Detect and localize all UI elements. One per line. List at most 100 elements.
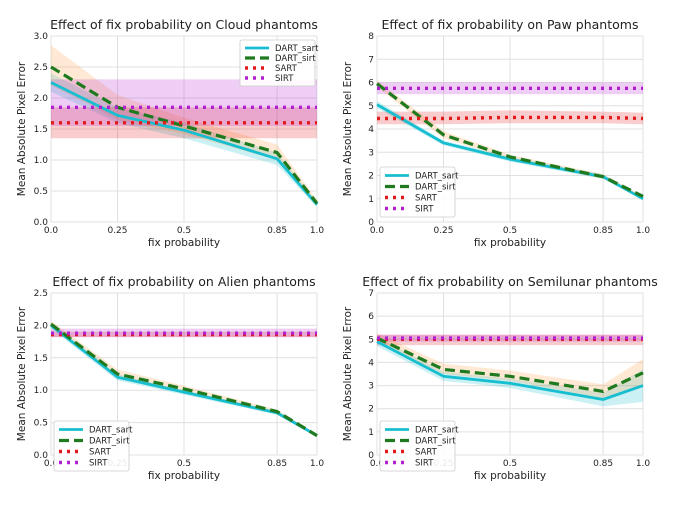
y-tick-label: 3.0 — [34, 32, 49, 42]
x-tick-label: 0.85 — [267, 226, 287, 236]
chart-panel-3: 0.00.250.50.851.00.00.51.01.52.02.5Effec… — [16, 274, 324, 482]
legend-label: SART — [415, 448, 438, 458]
legend-label: SIRT — [415, 205, 434, 215]
legend-label: SIRT — [89, 459, 108, 469]
x-axis-label: fix probability — [474, 470, 546, 482]
x-tick-label: 1.0 — [636, 459, 651, 469]
y-tick-label: 0 — [368, 218, 374, 228]
y-tick-label: 4 — [368, 125, 374, 135]
chart-title: Effect of fix probability on Alien phant… — [52, 274, 315, 289]
y-tick-label: 2.0 — [34, 321, 49, 331]
y-tick-label: 1.5 — [34, 125, 48, 135]
y-tick-label: 2.5 — [34, 289, 48, 299]
series-line-dart-sart — [50, 81, 319, 206]
band-dart-sirt — [51, 45, 317, 206]
x-tick-label: 0.85 — [267, 459, 287, 469]
y-tick-label: 3 — [368, 148, 374, 158]
y-axis-label: Mean Absolute Pixel Error — [16, 61, 28, 196]
x-axis-label: fix probability — [148, 470, 220, 482]
y-tick-label: 7 — [368, 55, 374, 65]
legend-label: SART — [275, 64, 298, 74]
y-tick-label: 0.5 — [34, 187, 48, 197]
y-tick-label: 2.0 — [34, 94, 49, 104]
y-tick-label: 0.0 — [34, 218, 49, 228]
band-dart-sart — [377, 337, 643, 407]
y-tick-label: 8 — [368, 32, 374, 42]
y-tick-label: 1.0 — [34, 386, 49, 396]
y-tick-label: 1.5 — [34, 354, 48, 364]
y-tick-label: 5 — [368, 102, 374, 112]
chart-title: Effect of fix probability on Semilunar p… — [362, 274, 657, 289]
legend-box — [53, 420, 130, 472]
legend-label: DART_sart — [275, 44, 319, 54]
x-tick-label: 0.0 — [44, 459, 59, 469]
x-tick-label: 1.0 — [636, 226, 651, 236]
x-tick-label: 0.5 — [503, 459, 517, 469]
legend-label: SIRT — [275, 74, 294, 84]
legend-box — [239, 39, 316, 87]
y-tick-label: 6 — [368, 312, 374, 322]
x-tick-label: 0.85 — [593, 226, 613, 236]
chart-panel-1: 0.0 0.25 0.5 0.85 1.0 0.0 0.5 1.0 1.5 2.0 2.5 3.0Ef… — [16, 17, 324, 249]
y-axis-label: Mean Absolute Pixel Error — [342, 306, 354, 441]
y-tick-label: 6 — [368, 79, 374, 89]
series-line-dart-sirt — [50, 65, 319, 205]
legend-label: SART — [415, 194, 438, 204]
legend-label: DART_sirt — [415, 183, 456, 193]
y-tick-label: 0.5 — [34, 419, 48, 429]
band-sirt — [377, 82, 643, 95]
y-tick-label: 1 — [368, 428, 374, 438]
y-tick-label: 4 — [368, 358, 374, 368]
legend-label: DART_sirt — [89, 437, 130, 447]
y-tick-label: 2 — [368, 172, 374, 182]
x-tick-label: 0.5 — [177, 459, 191, 469]
band-sart — [377, 110, 643, 125]
y-axis-label: Mean Absolute Pixel Error — [16, 306, 28, 441]
legend-label: DART_sirt — [415, 437, 456, 447]
series-line-dart-sirt — [50, 322, 318, 437]
y-tick-label: 0.0 — [34, 451, 49, 461]
x-tick-label: 0.85 — [593, 459, 613, 469]
x-tick-label: 1.0 — [310, 459, 325, 469]
x-axis-label: fix probability — [474, 237, 546, 249]
chart-panel-2: 0.0 0.25 0.5 0.85 1.0 0 1 2 3 4 5 6 7 8 Effect of fix … — [342, 17, 650, 249]
legend-label: SIRT — [415, 459, 434, 469]
x-tick-label: 0.25 — [433, 226, 453, 236]
legend-label: DART_sart — [415, 172, 459, 182]
legend-label: DART_sirt — [275, 54, 316, 64]
y-tick-label: 3 — [368, 382, 374, 392]
x-tick-label: 1.0 — [310, 226, 325, 236]
x-tick-label: 0.0 — [370, 459, 385, 469]
legend-label: DART_sart — [89, 426, 133, 436]
x-tick-label: 0.5 — [177, 226, 191, 236]
legend-label: DART_sart — [415, 426, 459, 436]
y-tick-label: 2 — [368, 405, 374, 415]
x-tick-label: 0.5 — [503, 226, 517, 236]
chart-title: Effect of fix probability on Paw phantom… — [382, 17, 639, 32]
y-tick-label: 0 — [368, 451, 374, 461]
y-tick-label: 1.0 — [34, 156, 49, 166]
y-tick-label: 5 — [368, 335, 374, 345]
series-line-dart-sirt — [376, 82, 644, 198]
x-axis-label: fix probability — [148, 237, 220, 249]
chart-title: Effect of fix probability on Cloud phant… — [50, 17, 318, 32]
x-tick-label: 0.0 — [44, 226, 59, 236]
x-tick-label: 0.0 — [370, 226, 385, 236]
legend-label: SART — [89, 448, 112, 458]
y-tick-label: 2.5 — [34, 63, 48, 73]
y-tick-label: 7 — [368, 289, 374, 299]
band-dart-sirt — [377, 333, 643, 399]
legend-box — [379, 420, 456, 472]
y-tick-label: 1 — [368, 195, 374, 205]
x-tick-label: 0.25 — [107, 226, 127, 236]
y-axis-label: Mean Absolute Pixel Error — [342, 61, 354, 196]
legend-box — [379, 166, 456, 218]
series-line-dart-sirt — [376, 336, 644, 393]
series-line-dart-sart — [376, 340, 644, 401]
